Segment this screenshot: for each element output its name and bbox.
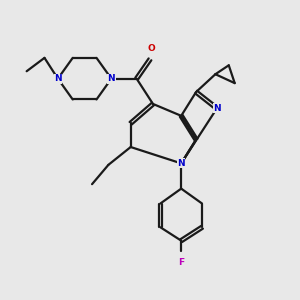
Text: N: N <box>177 159 185 168</box>
Text: N: N <box>107 74 115 83</box>
Text: N: N <box>54 74 62 83</box>
Text: N: N <box>213 104 221 113</box>
Text: O: O <box>148 44 155 53</box>
Text: F: F <box>178 259 184 268</box>
